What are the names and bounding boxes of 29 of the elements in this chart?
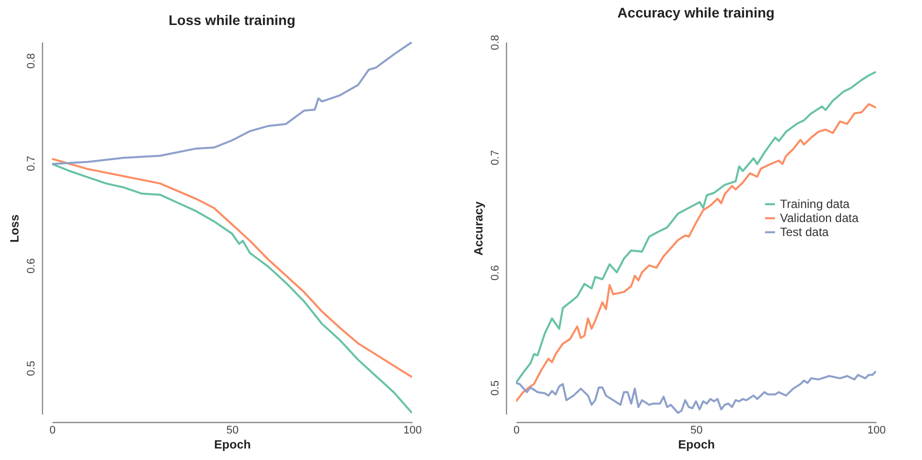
- y-tick-label: 0.7: [26, 156, 38, 172]
- x-tick-label: 100: [403, 424, 422, 436]
- x-tick-label: 50: [226, 424, 239, 436]
- y-tick-label: 0.6: [490, 265, 502, 280]
- legend-label: Validation data: [780, 211, 859, 226]
- y-axis-title: Accuracy: [472, 201, 486, 256]
- chart-title: Accuracy while training: [617, 4, 775, 20]
- legend-label: Training data: [780, 197, 850, 212]
- chart-title: Loss while training: [168, 12, 296, 28]
- x-tick-label: 0: [49, 424, 56, 436]
- x-axis-title: Epoch: [678, 438, 715, 452]
- line-series: [516, 370, 876, 414]
- y-tick-label: 0.7: [490, 150, 502, 166]
- y-axis-title: Loss: [8, 214, 22, 243]
- x-tick-label: 50: [690, 424, 703, 436]
- x-axis-title: Epoch: [214, 438, 251, 452]
- legend-label: Test data: [780, 225, 830, 240]
- x-tick-label: 0: [513, 424, 520, 436]
- y-tick-label: 0.8: [26, 53, 38, 69]
- line-series: [516, 103, 876, 402]
- y-tick-label: 0.5: [490, 380, 502, 396]
- line-series: [516, 70, 876, 384]
- y-tick-label: 0.5: [26, 360, 38, 376]
- line-series: [52, 42, 412, 165]
- y-tick-label: 0.8: [490, 34, 502, 50]
- y-tick-label: 0.6: [26, 258, 38, 274]
- x-tick-label: 100: [867, 424, 886, 436]
- line-series: [52, 162, 412, 414]
- line-series: [52, 158, 412, 378]
